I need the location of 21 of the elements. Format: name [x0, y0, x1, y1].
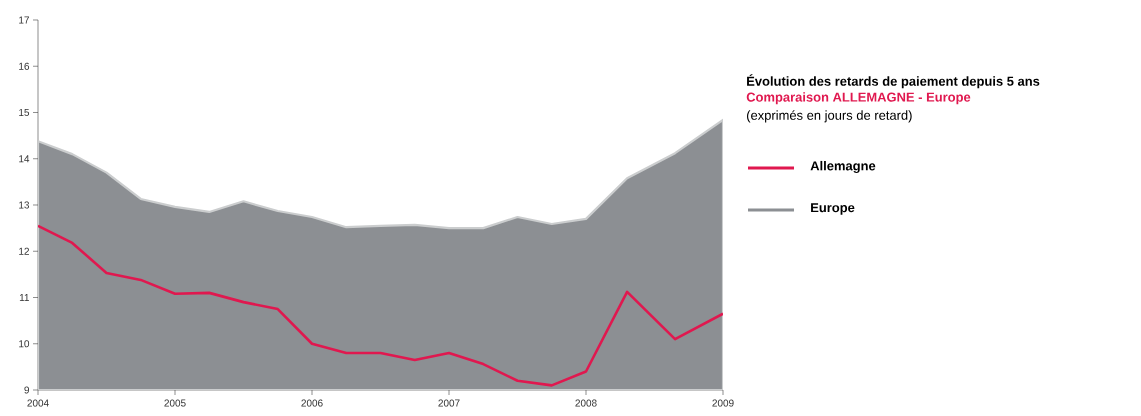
y-tick-label: 17 [19, 16, 29, 24]
y-tick-label: 10 [19, 340, 30, 348]
x-tick-label: 2006 [301, 399, 323, 407]
y-tick-label: 15 [19, 109, 30, 116]
text: Évolution des retards de paiement depuis 5 ans [747, 74, 1040, 89]
x-tick-label: 2004 [27, 399, 49, 407]
legend-label: Allemagne [810, 160, 876, 174]
line-series [38, 224, 724, 387]
y-tick-label: 16 [19, 62, 30, 70]
text: (exprimés en jours de retard) [747, 110, 912, 123]
y-tick-label: 14 [19, 155, 30, 163]
x-tick-label: 2005 [164, 399, 186, 407]
legend-label: Europe [811, 203, 855, 215]
x-tick-label: 2007 [438, 399, 460, 407]
x-tick-label: 2009 [712, 399, 734, 407]
y-tick-label: 12 [19, 247, 29, 255]
text: Comparaison ALLEMAGNE - Europe [746, 92, 971, 105]
y-tick-label: 13 [19, 201, 30, 209]
y-tick-label: 9 [24, 386, 30, 394]
y-tick-label: 11 [19, 294, 30, 301]
x-tick-label: 2008 [575, 399, 597, 407]
